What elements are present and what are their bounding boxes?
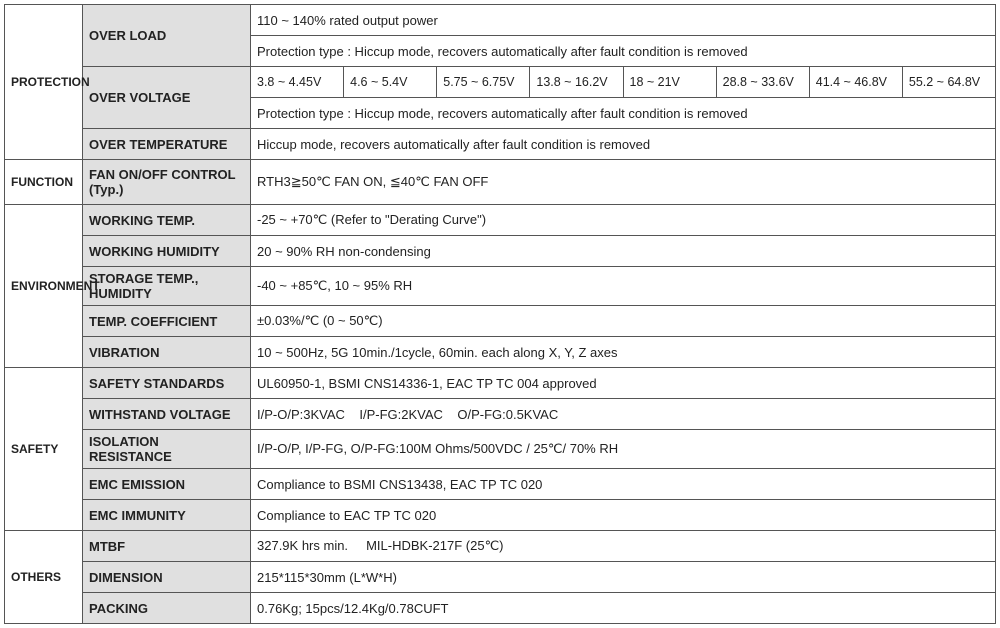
- mtbf-val: 327.9K hrs min. MIL-HDBK-217F (25℃): [251, 531, 996, 562]
- param-withstand: WITHSTAND VOLTAGE: [83, 399, 251, 430]
- working-humidity-val: 20 ~ 90% RH non-condensing: [251, 236, 996, 267]
- param-storage: STORAGE TEMP., HUMIDITY: [83, 267, 251, 306]
- packing-val: 0.76Kg; 15pcs/12.4Kg/0.78CUFT: [251, 593, 996, 624]
- temp-coeff-val: ±0.03%/℃ (0 ~ 50℃): [251, 306, 996, 337]
- overvoltage-line2: Protection type : Hiccup mode, recovers …: [251, 98, 996, 129]
- cat-function: FUNCTION: [5, 160, 83, 205]
- overtemp-val: Hiccup mode, recovers automatically afte…: [251, 129, 996, 160]
- param-mtbf: MTBF: [83, 531, 251, 562]
- isolation-val: I/P-O/P, I/P-FG, O/P-FG:100M Ohms/500VDC…: [251, 430, 996, 469]
- param-overload: OVER LOAD: [83, 5, 251, 67]
- ov-1: 4.6 ~ 5.4V: [344, 67, 437, 98]
- withstand-val: I/P-O/P:3KVAC I/P-FG:2KVAC O/P-FG:0.5KVA…: [251, 399, 996, 430]
- cat-protection: PROTECTION: [5, 5, 83, 160]
- param-overvoltage: OVER VOLTAGE: [83, 67, 251, 129]
- fan-val: RTH3≧50℃ FAN ON, ≦40℃ FAN OFF: [251, 160, 996, 205]
- ov-3: 13.8 ~ 16.2V: [530, 67, 623, 98]
- emc-emission-val: Compliance to BSMI CNS13438, EAC TP TC 0…: [251, 469, 996, 500]
- safety-standards-val: UL60950-1, BSMI CNS14336-1, EAC TP TC 00…: [251, 368, 996, 399]
- cat-others: OTHERS: [5, 531, 83, 624]
- param-dimension: DIMENSION: [83, 562, 251, 593]
- vibration-val: 10 ~ 500Hz, 5G 10min./1cycle, 60min. eac…: [251, 337, 996, 368]
- param-fan: FAN ON/OFF CONTROL (Typ.): [83, 160, 251, 205]
- storage-val: -40 ~ +85℃, 10 ~ 95% RH: [251, 267, 996, 306]
- param-working-humidity: WORKING HUMIDITY: [83, 236, 251, 267]
- param-safety-standards: SAFETY STANDARDS: [83, 368, 251, 399]
- ov-2: 5.75 ~ 6.75V: [437, 67, 530, 98]
- cat-safety: SAFETY: [5, 368, 83, 531]
- param-isolation: ISOLATION RESISTANCE: [83, 430, 251, 469]
- param-vibration: VIBRATION: [83, 337, 251, 368]
- working-temp-val: -25 ~ +70℃ (Refer to "Derating Curve"): [251, 205, 996, 236]
- overload-line1: 110 ~ 140% rated output power: [251, 5, 996, 36]
- ov-0: 3.8 ~ 4.45V: [251, 67, 344, 98]
- overload-line2: Protection type : Hiccup mode, recovers …: [251, 36, 996, 67]
- param-emc-immunity: EMC IMMUNITY: [83, 500, 251, 531]
- param-overtemp: OVER TEMPERATURE: [83, 129, 251, 160]
- param-working-temp: WORKING TEMP.: [83, 205, 251, 236]
- param-packing: PACKING: [83, 593, 251, 624]
- emc-immunity-val: Compliance to EAC TP TC 020: [251, 500, 996, 531]
- ov-4: 18 ~ 21V: [623, 67, 716, 98]
- dimension-val: 215*115*30mm (L*W*H): [251, 562, 996, 593]
- cat-environment: ENVIRONMENT: [5, 205, 83, 368]
- param-temp-coeff: TEMP. COEFFICIENT: [83, 306, 251, 337]
- param-emc-emission: EMC EMISSION: [83, 469, 251, 500]
- ov-6: 41.4 ~ 46.8V: [809, 67, 902, 98]
- spec-table: PROTECTION OVER LOAD 110 ~ 140% rated ou…: [4, 4, 996, 624]
- ov-5: 28.8 ~ 33.6V: [716, 67, 809, 98]
- ov-7: 55.2 ~ 64.8V: [902, 67, 995, 98]
